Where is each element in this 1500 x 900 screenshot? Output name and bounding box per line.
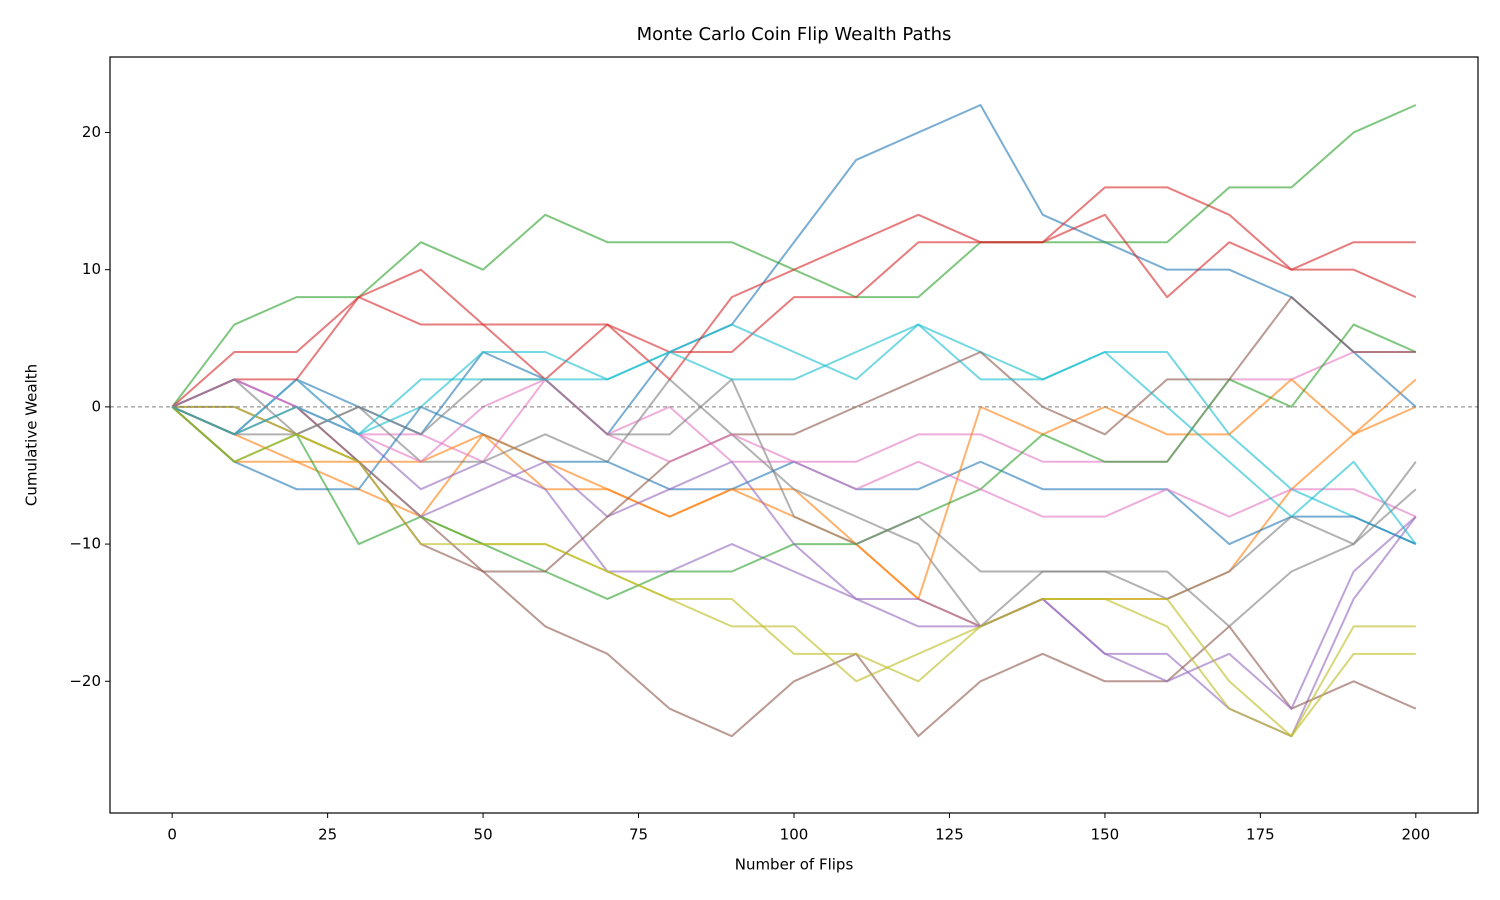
x-tick-label: 175 xyxy=(1246,826,1275,844)
x-tick-label: 50 xyxy=(474,826,493,844)
x-axis-label: Number of Flips xyxy=(735,856,854,874)
wealth-path xyxy=(171,378,1417,738)
y-tick-label: −10 xyxy=(69,535,101,553)
plot-frame xyxy=(109,56,1479,814)
wealth-path xyxy=(171,406,1416,738)
x-tick-label: 100 xyxy=(780,826,809,844)
y-tick-label: 0 xyxy=(91,397,101,415)
wealth-path xyxy=(171,405,1417,546)
wealth-path xyxy=(171,213,1417,408)
wealth-path xyxy=(171,378,1417,628)
wealth-path xyxy=(171,104,1417,408)
x-tick-label: 0 xyxy=(167,826,177,844)
y-tick-label: −20 xyxy=(69,672,101,690)
wealth-path xyxy=(171,186,1416,408)
x-tick-label: 125 xyxy=(935,826,964,844)
y-axis-label: Cumulative Wealth xyxy=(23,364,41,506)
x-tick-label: 75 xyxy=(629,826,648,844)
wealth-path xyxy=(171,378,1417,710)
wealth-path xyxy=(171,323,1417,545)
x-tick-label: 200 xyxy=(1401,826,1430,844)
wealth-path xyxy=(171,378,1417,628)
wealth-path xyxy=(171,378,1417,518)
x-tick-label: 25 xyxy=(318,826,337,844)
x-tick-label: 150 xyxy=(1091,826,1120,844)
y-tick-label: 10 xyxy=(82,260,101,278)
y-tick-label: 20 xyxy=(82,123,101,141)
chart-title: Monte Carlo Coin Flip Wealth Paths xyxy=(637,24,952,45)
